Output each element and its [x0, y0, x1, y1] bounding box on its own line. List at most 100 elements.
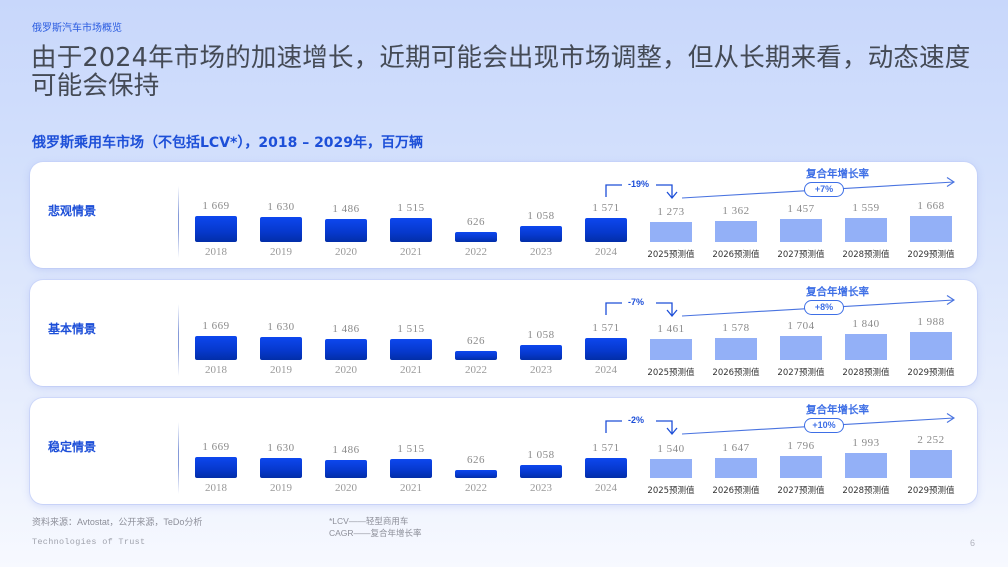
bar	[585, 458, 627, 478]
value-label: 1 058	[527, 329, 555, 341]
value-label: 1 540	[657, 443, 685, 455]
value-label: 1 630	[267, 442, 295, 454]
value-label: 1 457	[787, 203, 815, 215]
year-label: 2028预测值	[842, 250, 890, 260]
cagr-badge: +8%	[804, 300, 844, 315]
bar	[650, 222, 692, 242]
year-label: 2027预测值	[777, 250, 825, 260]
footnote-cagr: CAGR——复合年增长率	[329, 528, 422, 538]
cagr-badge: +10%	[804, 418, 844, 433]
cagr-badge: +7%	[804, 182, 844, 197]
scenario-label: 稳定情景	[48, 440, 97, 454]
bar	[390, 218, 432, 242]
year-label: 2020	[335, 364, 357, 376]
year-label: 2021	[400, 364, 422, 376]
value-label: 626	[467, 335, 485, 347]
year-label: 2029预测值	[907, 250, 955, 260]
bar	[260, 337, 302, 360]
bar	[455, 232, 497, 242]
year-label: 2019	[270, 246, 292, 258]
bar	[845, 218, 887, 242]
tagline: Technologies of Trust	[32, 537, 146, 547]
scenario-card: 稳定情景 1 669 2018 1 630 2019 1 486 2020 1 …	[30, 398, 977, 504]
value-label: 1 273	[657, 206, 685, 218]
breadcrumb: 俄罗斯汽车市场概览	[32, 23, 122, 34]
bar	[910, 332, 952, 360]
bar	[390, 339, 432, 360]
divider	[178, 186, 179, 258]
page-title: 由于2024年市场的加速增长，近期可能会出现市场调整，但从长期来看，动态速度可能…	[31, 43, 971, 101]
scenario-label: 基本情景	[48, 322, 97, 336]
footnote-lcv: *LCV——轻型商用车	[329, 516, 409, 526]
bar	[715, 338, 757, 360]
bar	[520, 345, 562, 360]
divider	[178, 304, 179, 376]
value-label: 1 630	[267, 321, 295, 333]
year-label: 2019	[270, 482, 292, 494]
bar	[325, 460, 367, 478]
value-label: 1 704	[787, 320, 815, 332]
value-label: 1 486	[332, 444, 360, 456]
year-label: 2023	[530, 364, 552, 376]
year-label: 2018	[205, 246, 227, 258]
value-label: 626	[467, 454, 485, 466]
cagr-title: 复合年增长率	[806, 404, 869, 416]
change-2025-label: -2%	[626, 415, 647, 425]
year-label: 2027预测值	[777, 368, 825, 378]
year-label: 2028预测值	[842, 368, 890, 378]
value-label: 1 571	[592, 322, 620, 334]
year-label: 2018	[205, 482, 227, 494]
year-label: 2022	[465, 364, 487, 376]
value-label: 1 571	[592, 442, 620, 454]
year-label: 2022	[465, 246, 487, 258]
bar	[780, 456, 822, 478]
year-label: 2024	[595, 246, 617, 258]
year-label: 2025预测值	[647, 250, 695, 260]
value-label: 1 647	[722, 442, 750, 454]
bar	[715, 221, 757, 242]
arrow-down-icon	[666, 309, 678, 318]
bar	[780, 219, 822, 242]
year-label: 2024	[595, 364, 617, 376]
bar	[195, 336, 237, 360]
year-label: 2023	[530, 482, 552, 494]
bar	[910, 216, 952, 242]
value-label: 1 993	[852, 437, 880, 449]
value-label: 1 796	[787, 440, 815, 452]
value-label: 1 515	[397, 443, 425, 455]
year-label: 2020	[335, 482, 357, 494]
change-2025-label: -7%	[626, 297, 647, 307]
bar	[845, 453, 887, 478]
value-label: 1 486	[332, 323, 360, 335]
bar	[195, 457, 237, 478]
year-label: 2029预测值	[907, 486, 955, 496]
year-label: 2026预测值	[712, 368, 760, 378]
scenario-label: 悲观情景	[48, 204, 97, 218]
year-label: 2025预测值	[647, 368, 695, 378]
bar	[650, 459, 692, 478]
change-2025-label: -19%	[626, 179, 652, 189]
year-label: 2019	[270, 364, 292, 376]
year-label: 2027预测值	[777, 486, 825, 496]
value-label: 1 515	[397, 323, 425, 335]
arrow-right-icon	[946, 177, 956, 187]
source-note: 资料来源：Avtostat，公开来源，TeDo分析	[32, 517, 203, 527]
year-label: 2021	[400, 246, 422, 258]
value-label: 1 630	[267, 201, 295, 213]
value-label: 1 362	[722, 205, 750, 217]
bar	[585, 218, 627, 242]
value-label: 1 988	[917, 316, 945, 328]
bar	[455, 470, 497, 478]
bar	[910, 450, 952, 478]
year-label: 2023	[530, 246, 552, 258]
value-label: 1 559	[852, 202, 880, 214]
scenario-card: 悲观情景 1 669 2018 1 630 2019 1 486 2020 1 …	[30, 162, 977, 268]
year-label: 2026预测值	[712, 486, 760, 496]
year-label: 2028预测值	[842, 486, 890, 496]
value-label: 1 486	[332, 203, 360, 215]
bar	[390, 459, 432, 478]
value-label: 1 058	[527, 449, 555, 461]
cagr-title: 复合年增长率	[806, 286, 869, 298]
year-label: 2022	[465, 482, 487, 494]
year-label: 2021	[400, 482, 422, 494]
